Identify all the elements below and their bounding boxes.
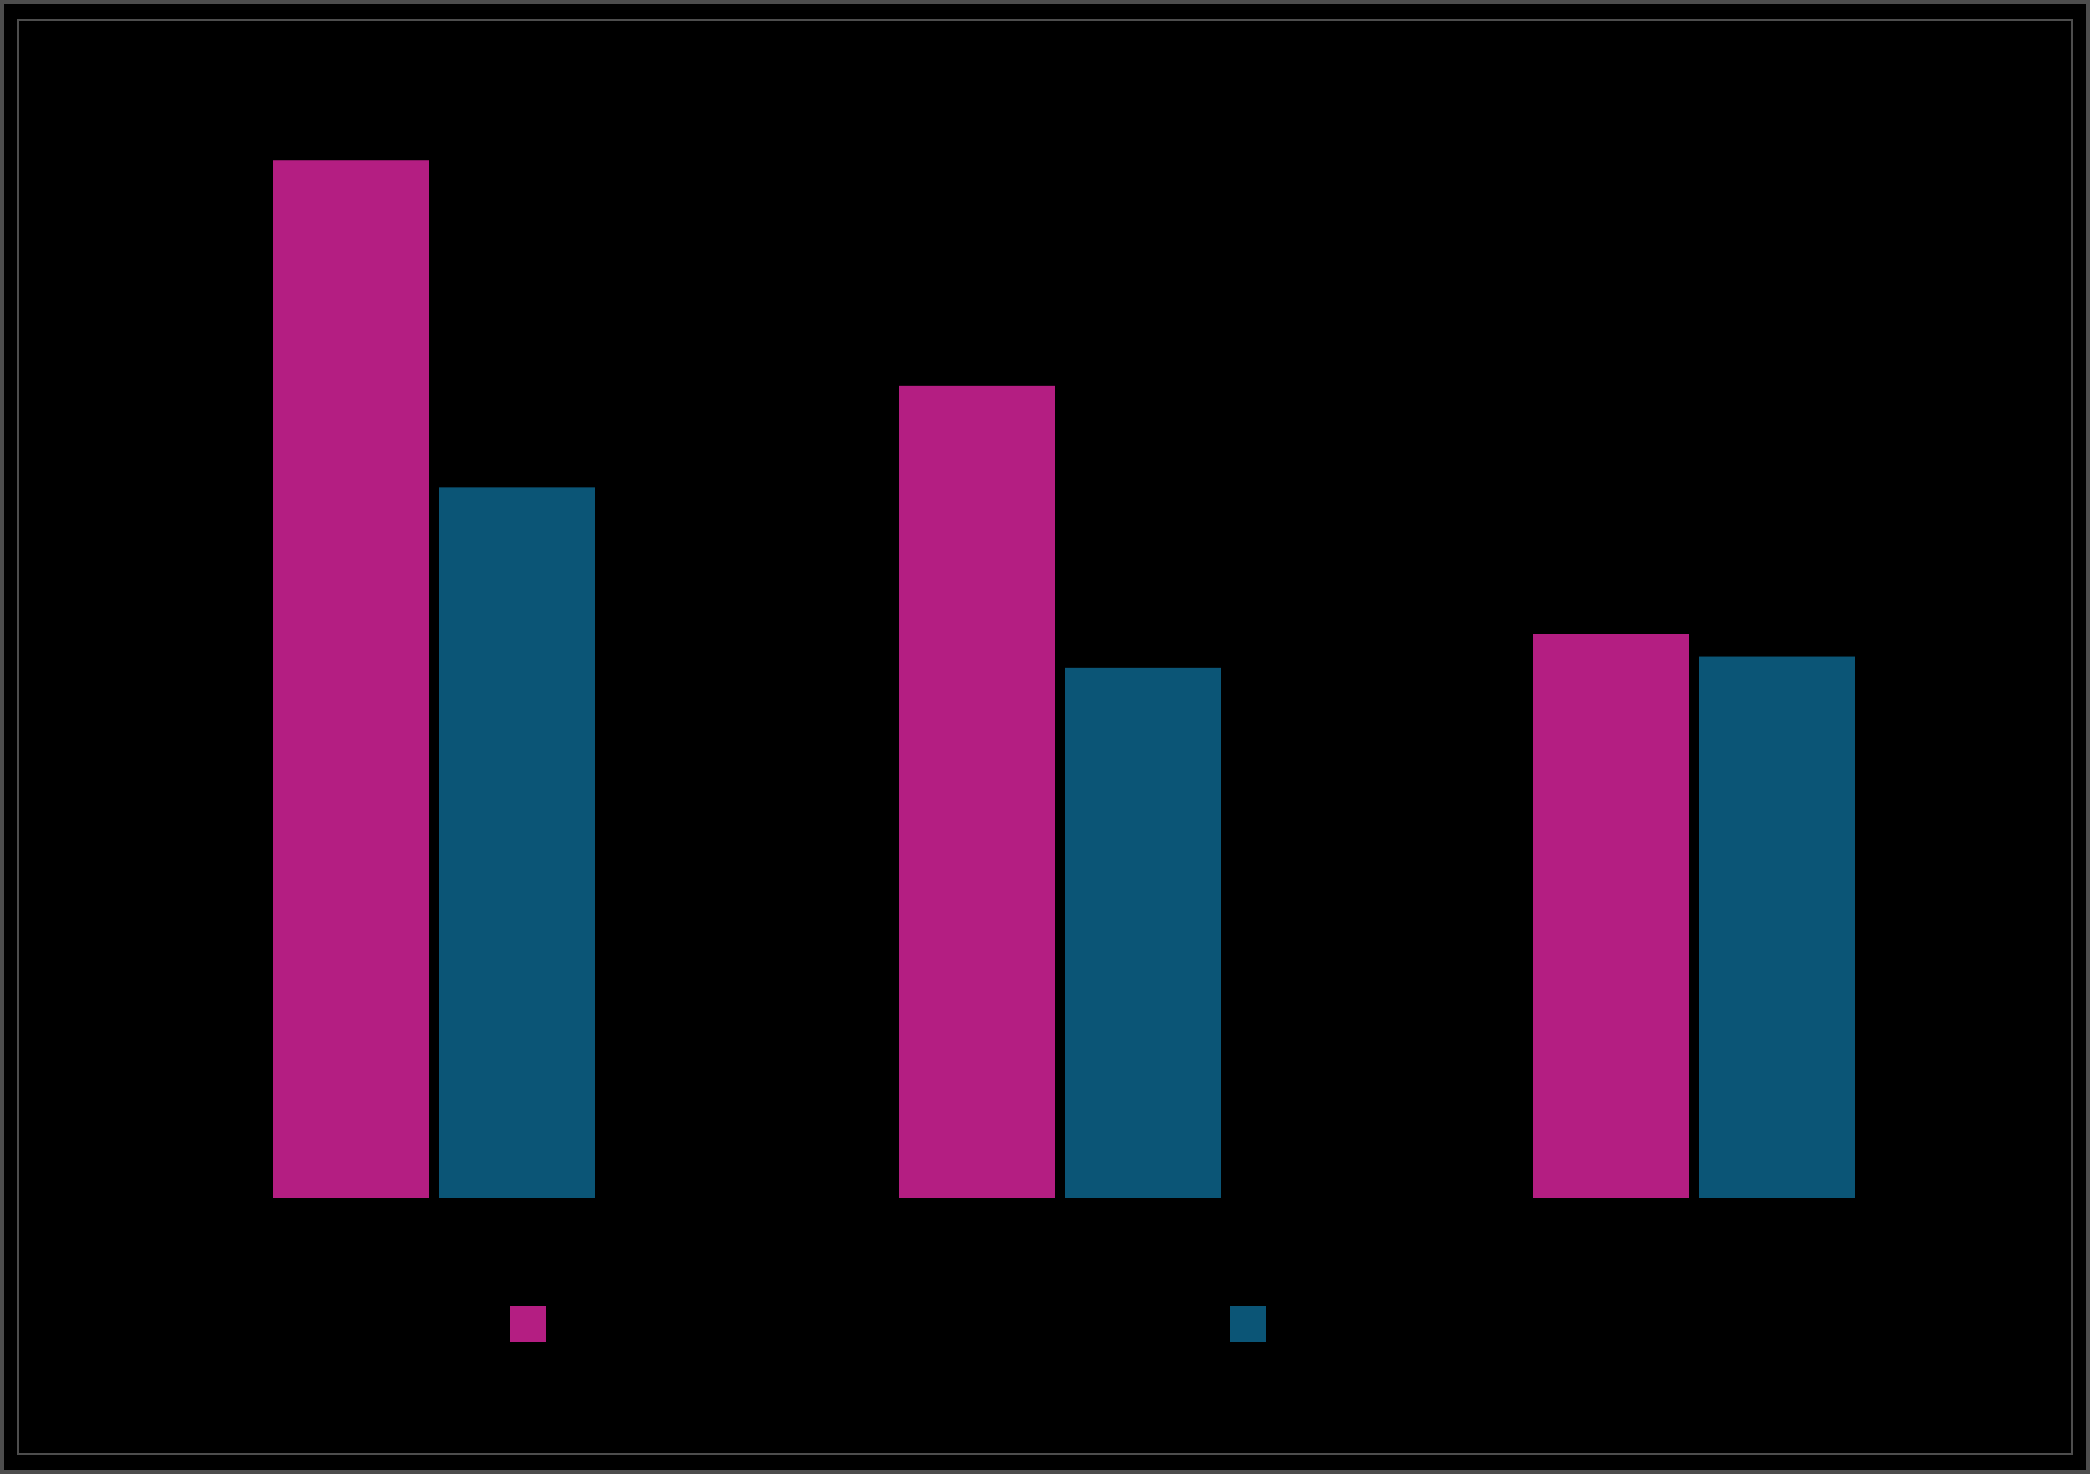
bar [1533,634,1689,1198]
legend-label: Series 2 [1282,1310,1385,1341]
bar-chart: A B C Series 1 Series 2 [0,0,2090,1474]
bar [1699,657,1855,1198]
category-label: C [1684,1217,1704,1248]
bar [273,160,429,1198]
legend-swatch [1230,1306,1266,1342]
category-label: B [1051,1217,1070,1248]
legend-swatch [510,1306,546,1342]
bar [439,487,595,1198]
bar [1065,668,1221,1198]
chart-frame: A B C Series 1 Series 2 [0,0,2090,1474]
bar [899,386,1055,1198]
category-label: A [425,1217,444,1248]
legend-label: Series 1 [562,1310,665,1341]
